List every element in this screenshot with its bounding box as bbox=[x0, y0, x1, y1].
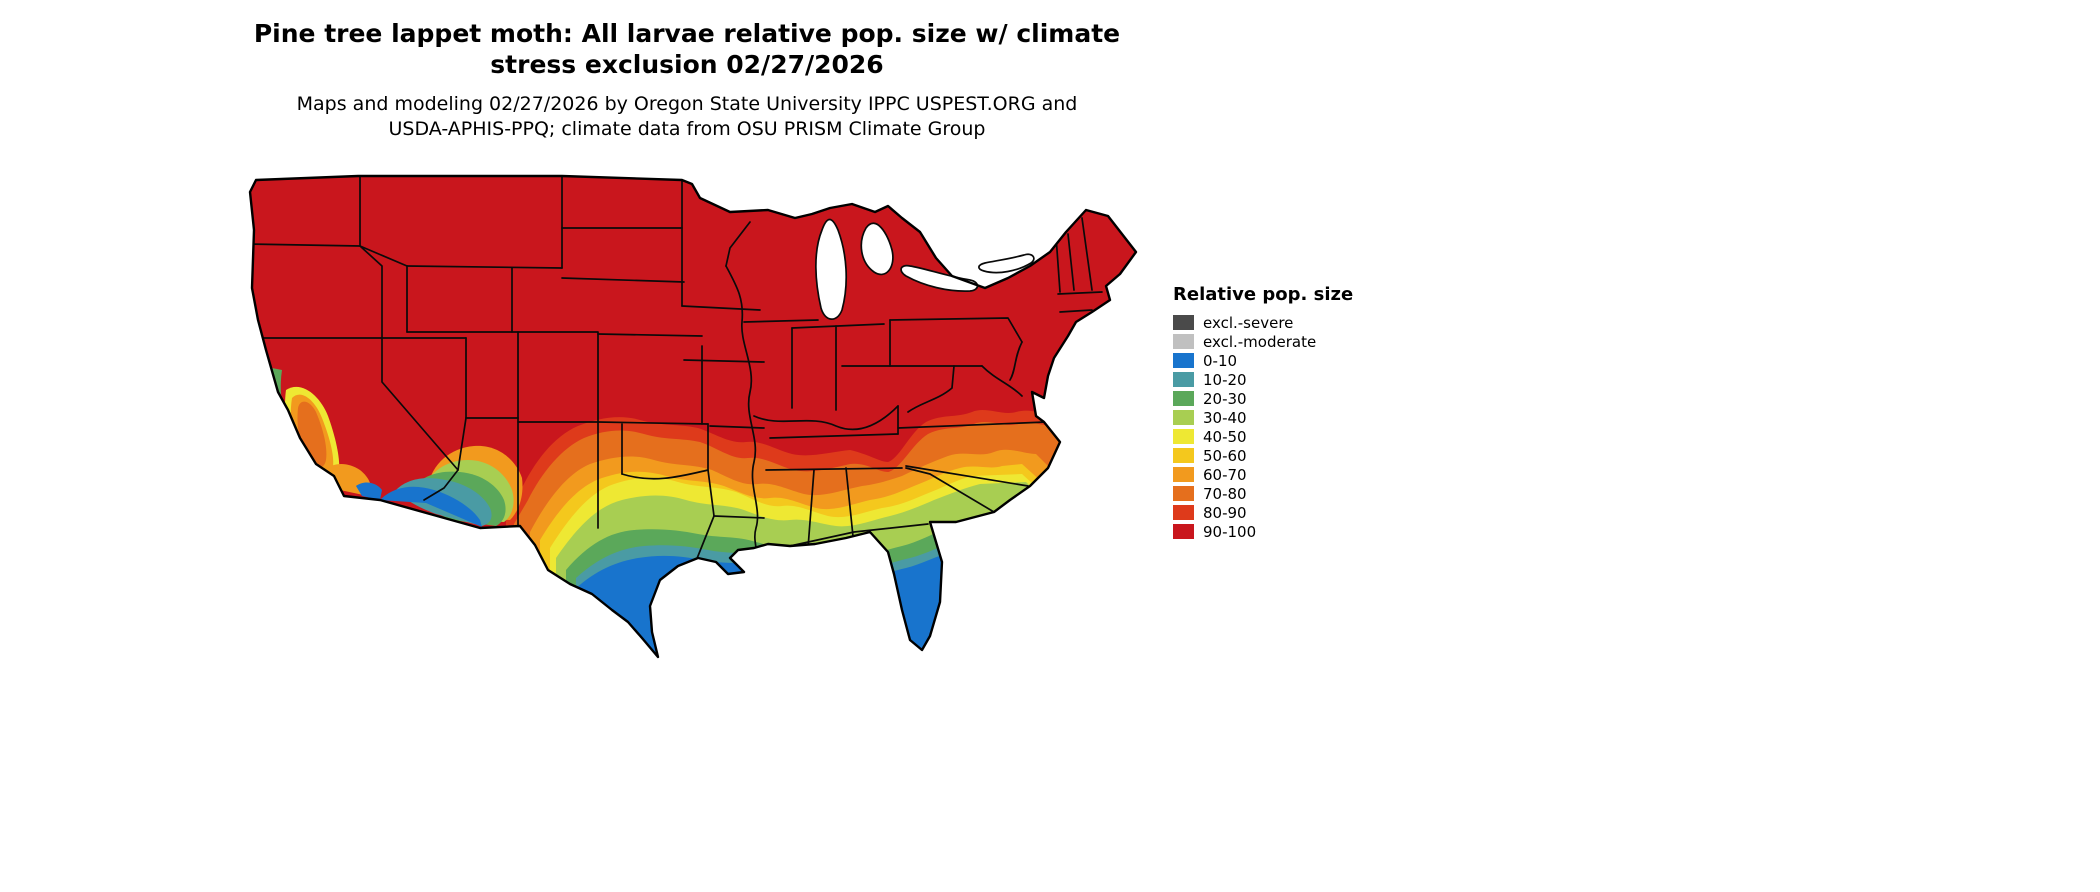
legend-item: 0-10 bbox=[1173, 351, 1393, 370]
legend-label: 70-80 bbox=[1203, 484, 1247, 503]
subtitle-line-1: Maps and modeling 02/27/2026 by Oregon S… bbox=[296, 93, 1078, 115]
us-map-svg bbox=[248, 174, 1138, 659]
us-population-map bbox=[230, 170, 1140, 665]
legend-label: 20-30 bbox=[1203, 389, 1247, 408]
legend-item: 10-20 bbox=[1173, 370, 1393, 389]
legend-swatch bbox=[1173, 505, 1194, 520]
legend-swatch bbox=[1173, 486, 1194, 501]
legend-swatch bbox=[1173, 315, 1194, 330]
map-region-socal-0-10 bbox=[356, 482, 382, 500]
legend-title: Relative pop. size bbox=[1173, 284, 1354, 305]
legend-swatch bbox=[1173, 524, 1194, 539]
legend-item: excl.-severe bbox=[1173, 313, 1393, 332]
legend-item: 50-60 bbox=[1173, 446, 1393, 465]
legend-item: excl.-moderate bbox=[1173, 332, 1393, 351]
legend-label: 10-20 bbox=[1203, 370, 1247, 389]
legend-label: 80-90 bbox=[1203, 503, 1247, 522]
legend: Relative pop. size excl.-severe excl.-mod… bbox=[1173, 284, 1393, 541]
legend-label: 90-100 bbox=[1203, 522, 1257, 541]
figure-subtitle: Maps and modeling 02/27/2026 by Oregon S… bbox=[37, 92, 1337, 142]
legend-item: 90-100 bbox=[1173, 522, 1393, 541]
legend-swatch bbox=[1173, 429, 1194, 444]
legend-item: 80-90 bbox=[1173, 503, 1393, 522]
subtitle-line-2: USDA-APHIS-PPQ; climate data from OSU PR… bbox=[388, 118, 986, 140]
lake-ontario bbox=[978, 253, 1035, 274]
legend-swatch bbox=[1173, 467, 1194, 482]
legend-item: 30-40 bbox=[1173, 408, 1393, 427]
legend-label: 30-40 bbox=[1203, 408, 1247, 427]
state-borders bbox=[250, 176, 1103, 567]
legend-item: 40-50 bbox=[1173, 427, 1393, 446]
legend-swatch bbox=[1173, 410, 1194, 425]
legend-label: 50-60 bbox=[1203, 446, 1247, 465]
legend-label: 60-70 bbox=[1203, 465, 1247, 484]
legend-label: excl.-severe bbox=[1203, 313, 1294, 332]
legend-swatch bbox=[1173, 334, 1194, 349]
map-region-sw-0-10 bbox=[380, 486, 482, 527]
title-line-1: Pine tree lappet moth: All larvae relati… bbox=[253, 19, 1121, 48]
legend-swatch bbox=[1173, 391, 1194, 406]
legend-swatch bbox=[1173, 372, 1194, 387]
legend-item: 20-30 bbox=[1173, 389, 1393, 408]
lake-erie bbox=[900, 264, 979, 292]
map-region-excl-moderate bbox=[727, 188, 764, 203]
legend-items: excl.-severe excl.-moderate 0-10 10-20 20-30… bbox=[1173, 313, 1393, 541]
figure-title: Pine tree lappet moth: All larvae relati… bbox=[37, 18, 1337, 80]
legend-item: 70-80 bbox=[1173, 484, 1393, 503]
legend-item: 60-70 bbox=[1173, 465, 1393, 484]
legend-label: excl.-moderate bbox=[1203, 332, 1317, 351]
legend-label: 40-50 bbox=[1203, 427, 1247, 446]
map-region-10-20 bbox=[576, 528, 1135, 657]
legend-swatch bbox=[1173, 353, 1194, 368]
lake-huron bbox=[860, 222, 894, 276]
title-line-2: stress exclusion 02/27/2026 bbox=[490, 50, 884, 79]
us-outline bbox=[248, 174, 1138, 659]
legend-swatch bbox=[1173, 448, 1194, 463]
great-lakes bbox=[815, 218, 1035, 320]
lake-michigan bbox=[815, 218, 848, 320]
legend-label: 0-10 bbox=[1203, 351, 1238, 370]
